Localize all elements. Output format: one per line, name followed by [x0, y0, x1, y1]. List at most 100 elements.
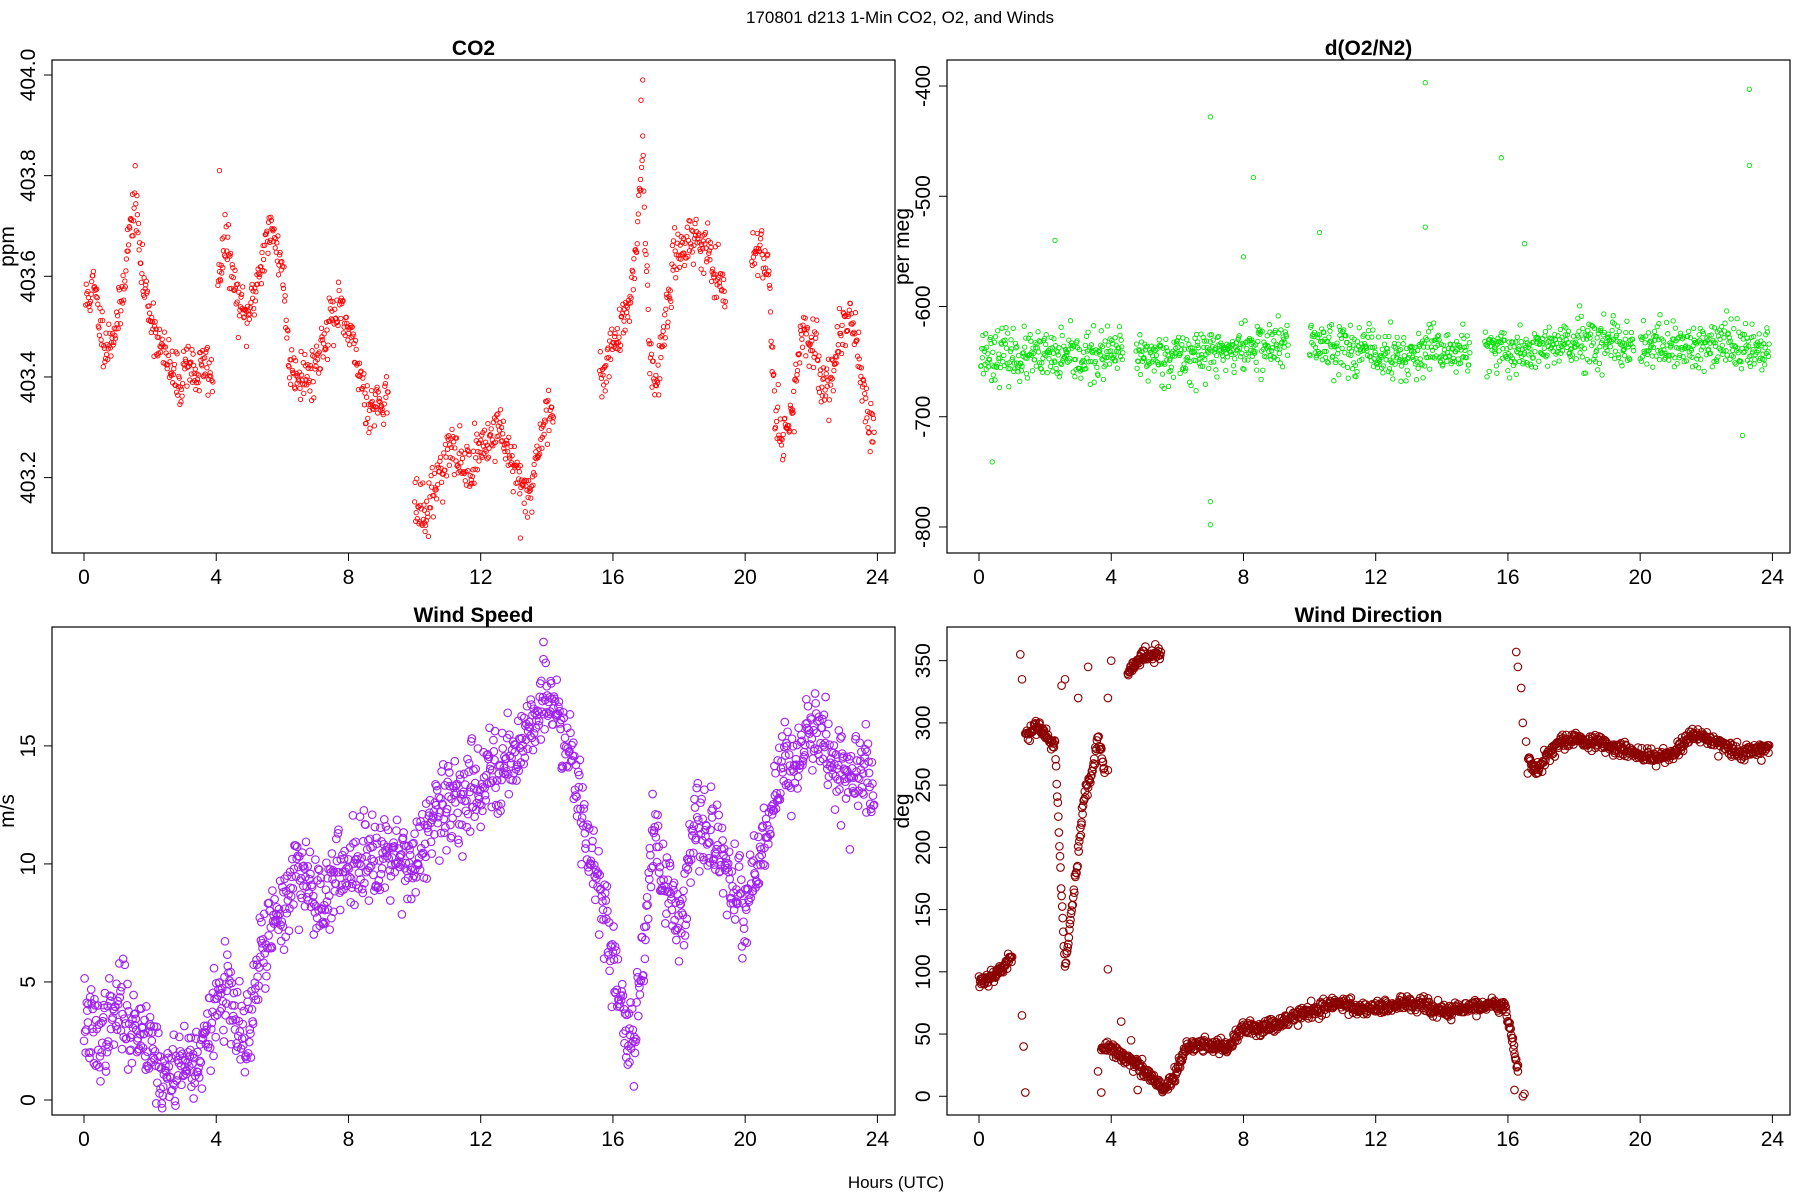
wspd-data-point — [458, 852, 467, 861]
co2-data-point — [173, 389, 180, 395]
co2-data-point — [722, 298, 728, 305]
o2-y-label: per meg — [891, 208, 914, 285]
co2-data-point — [545, 397, 551, 404]
co2-data-point — [172, 382, 179, 389]
wspd-data-point — [577, 813, 587, 822]
co2-data-point — [449, 426, 455, 433]
o2-data-point — [1460, 321, 1466, 327]
o2-data-point — [1389, 360, 1395, 366]
co2-data-point — [483, 439, 489, 445]
o2-data-point — [1116, 345, 1122, 351]
o2-data-point — [1015, 369, 1021, 375]
co2-data-point — [838, 350, 845, 357]
co2-data-point — [502, 456, 509, 462]
co2-data-point — [634, 241, 640, 247]
wspd-data-point — [294, 925, 304, 935]
co2-data-point — [827, 382, 834, 388]
co2-data-point — [453, 458, 459, 464]
wspd-data-point — [808, 765, 817, 775]
co2-data-point — [616, 334, 622, 340]
o2-data-point — [1321, 329, 1327, 336]
o2-data-point — [1284, 352, 1291, 358]
co2-data-point — [275, 272, 282, 278]
o2-data-point — [1135, 358, 1141, 364]
co2-data-point — [697, 246, 703, 252]
o2-data-point — [1208, 359, 1214, 366]
o2-data-point — [1208, 331, 1215, 338]
co2-data-point — [619, 313, 625, 319]
o2-data-point — [1540, 340, 1546, 346]
co2-data-point — [94, 286, 100, 292]
o2-data-point — [1172, 350, 1178, 356]
o2-data-point — [988, 340, 994, 347]
o2-data-point — [1686, 328, 1692, 335]
o2-data-point — [1386, 366, 1393, 372]
o2-data-point — [1406, 354, 1412, 361]
wspd-data-point — [603, 906, 612, 916]
o2-data-point — [1003, 324, 1009, 331]
wspd-data-point — [177, 1080, 186, 1090]
o2-data-point — [1343, 333, 1349, 339]
wdir-data-point — [1058, 913, 1068, 923]
o2-data-point — [1746, 86, 1752, 92]
co2-data-point — [88, 291, 94, 297]
o2-data-point — [1259, 328, 1265, 334]
o2-data-point — [1282, 339, 1288, 345]
o2-data-point — [1493, 363, 1500, 369]
co2-data-point — [550, 419, 556, 425]
o2-data-point — [1017, 378, 1023, 385]
wspd-data-point — [803, 701, 813, 711]
wspd-data-point — [722, 910, 732, 920]
co2-data-point — [670, 238, 677, 244]
co2-data-point — [854, 337, 860, 343]
co2-data-point — [304, 373, 310, 380]
wspd-x-tick-label: 12 — [469, 1128, 492, 1151]
o2-data-point — [1504, 356, 1511, 362]
co2-data-point — [367, 425, 373, 431]
co2-data-point — [669, 242, 676, 249]
o2-data-point — [1701, 368, 1707, 374]
wspd-data-point — [749, 831, 759, 840]
co2-data-point — [819, 393, 825, 399]
co2-data-point — [531, 461, 537, 468]
o2-data-point — [1422, 363, 1428, 369]
co2-data-point — [146, 310, 153, 316]
o2-data-point — [1490, 337, 1496, 343]
co2-data-point — [542, 419, 548, 425]
co2-data-point — [476, 440, 483, 446]
wspd-data-point — [385, 896, 395, 905]
o2-data-point — [996, 384, 1003, 391]
co2-data-point — [280, 282, 286, 288]
co2-data-point — [624, 309, 630, 316]
o2-data-point — [1242, 318, 1248, 324]
co2-data-point — [236, 313, 243, 319]
co2-data-point — [868, 400, 874, 407]
co2-data-point — [550, 414, 557, 420]
o2-data-point — [1046, 356, 1052, 362]
co2-data-point — [810, 364, 817, 371]
co2-data-point — [103, 330, 109, 336]
co2-data-point — [363, 420, 369, 426]
co2-data-point — [256, 274, 262, 280]
co2-data-point — [256, 270, 262, 276]
wdir-y-tick-label: 100 — [912, 954, 935, 989]
co2-data-point — [689, 227, 695, 233]
o2-data-point — [1238, 320, 1244, 326]
co2-data-point — [179, 393, 185, 399]
wspd-data-point — [279, 945, 289, 955]
wspd-data-point — [264, 931, 273, 940]
co2-data-point — [383, 374, 390, 380]
wdir-data-point — [1055, 851, 1065, 861]
wspd-data-point — [311, 855, 320, 864]
wspd-data-point — [609, 922, 618, 931]
o2-data-point — [1375, 334, 1382, 340]
co2-x-tick-label: 0 — [78, 566, 90, 589]
o2-data-point — [1237, 341, 1243, 347]
o2-data-point — [1238, 354, 1244, 360]
co2-data-point — [114, 321, 120, 327]
o2-data-point — [1163, 336, 1169, 342]
o2-data-point — [1574, 341, 1580, 348]
co2-data-point — [420, 516, 427, 523]
o2-data-point — [1089, 350, 1096, 356]
